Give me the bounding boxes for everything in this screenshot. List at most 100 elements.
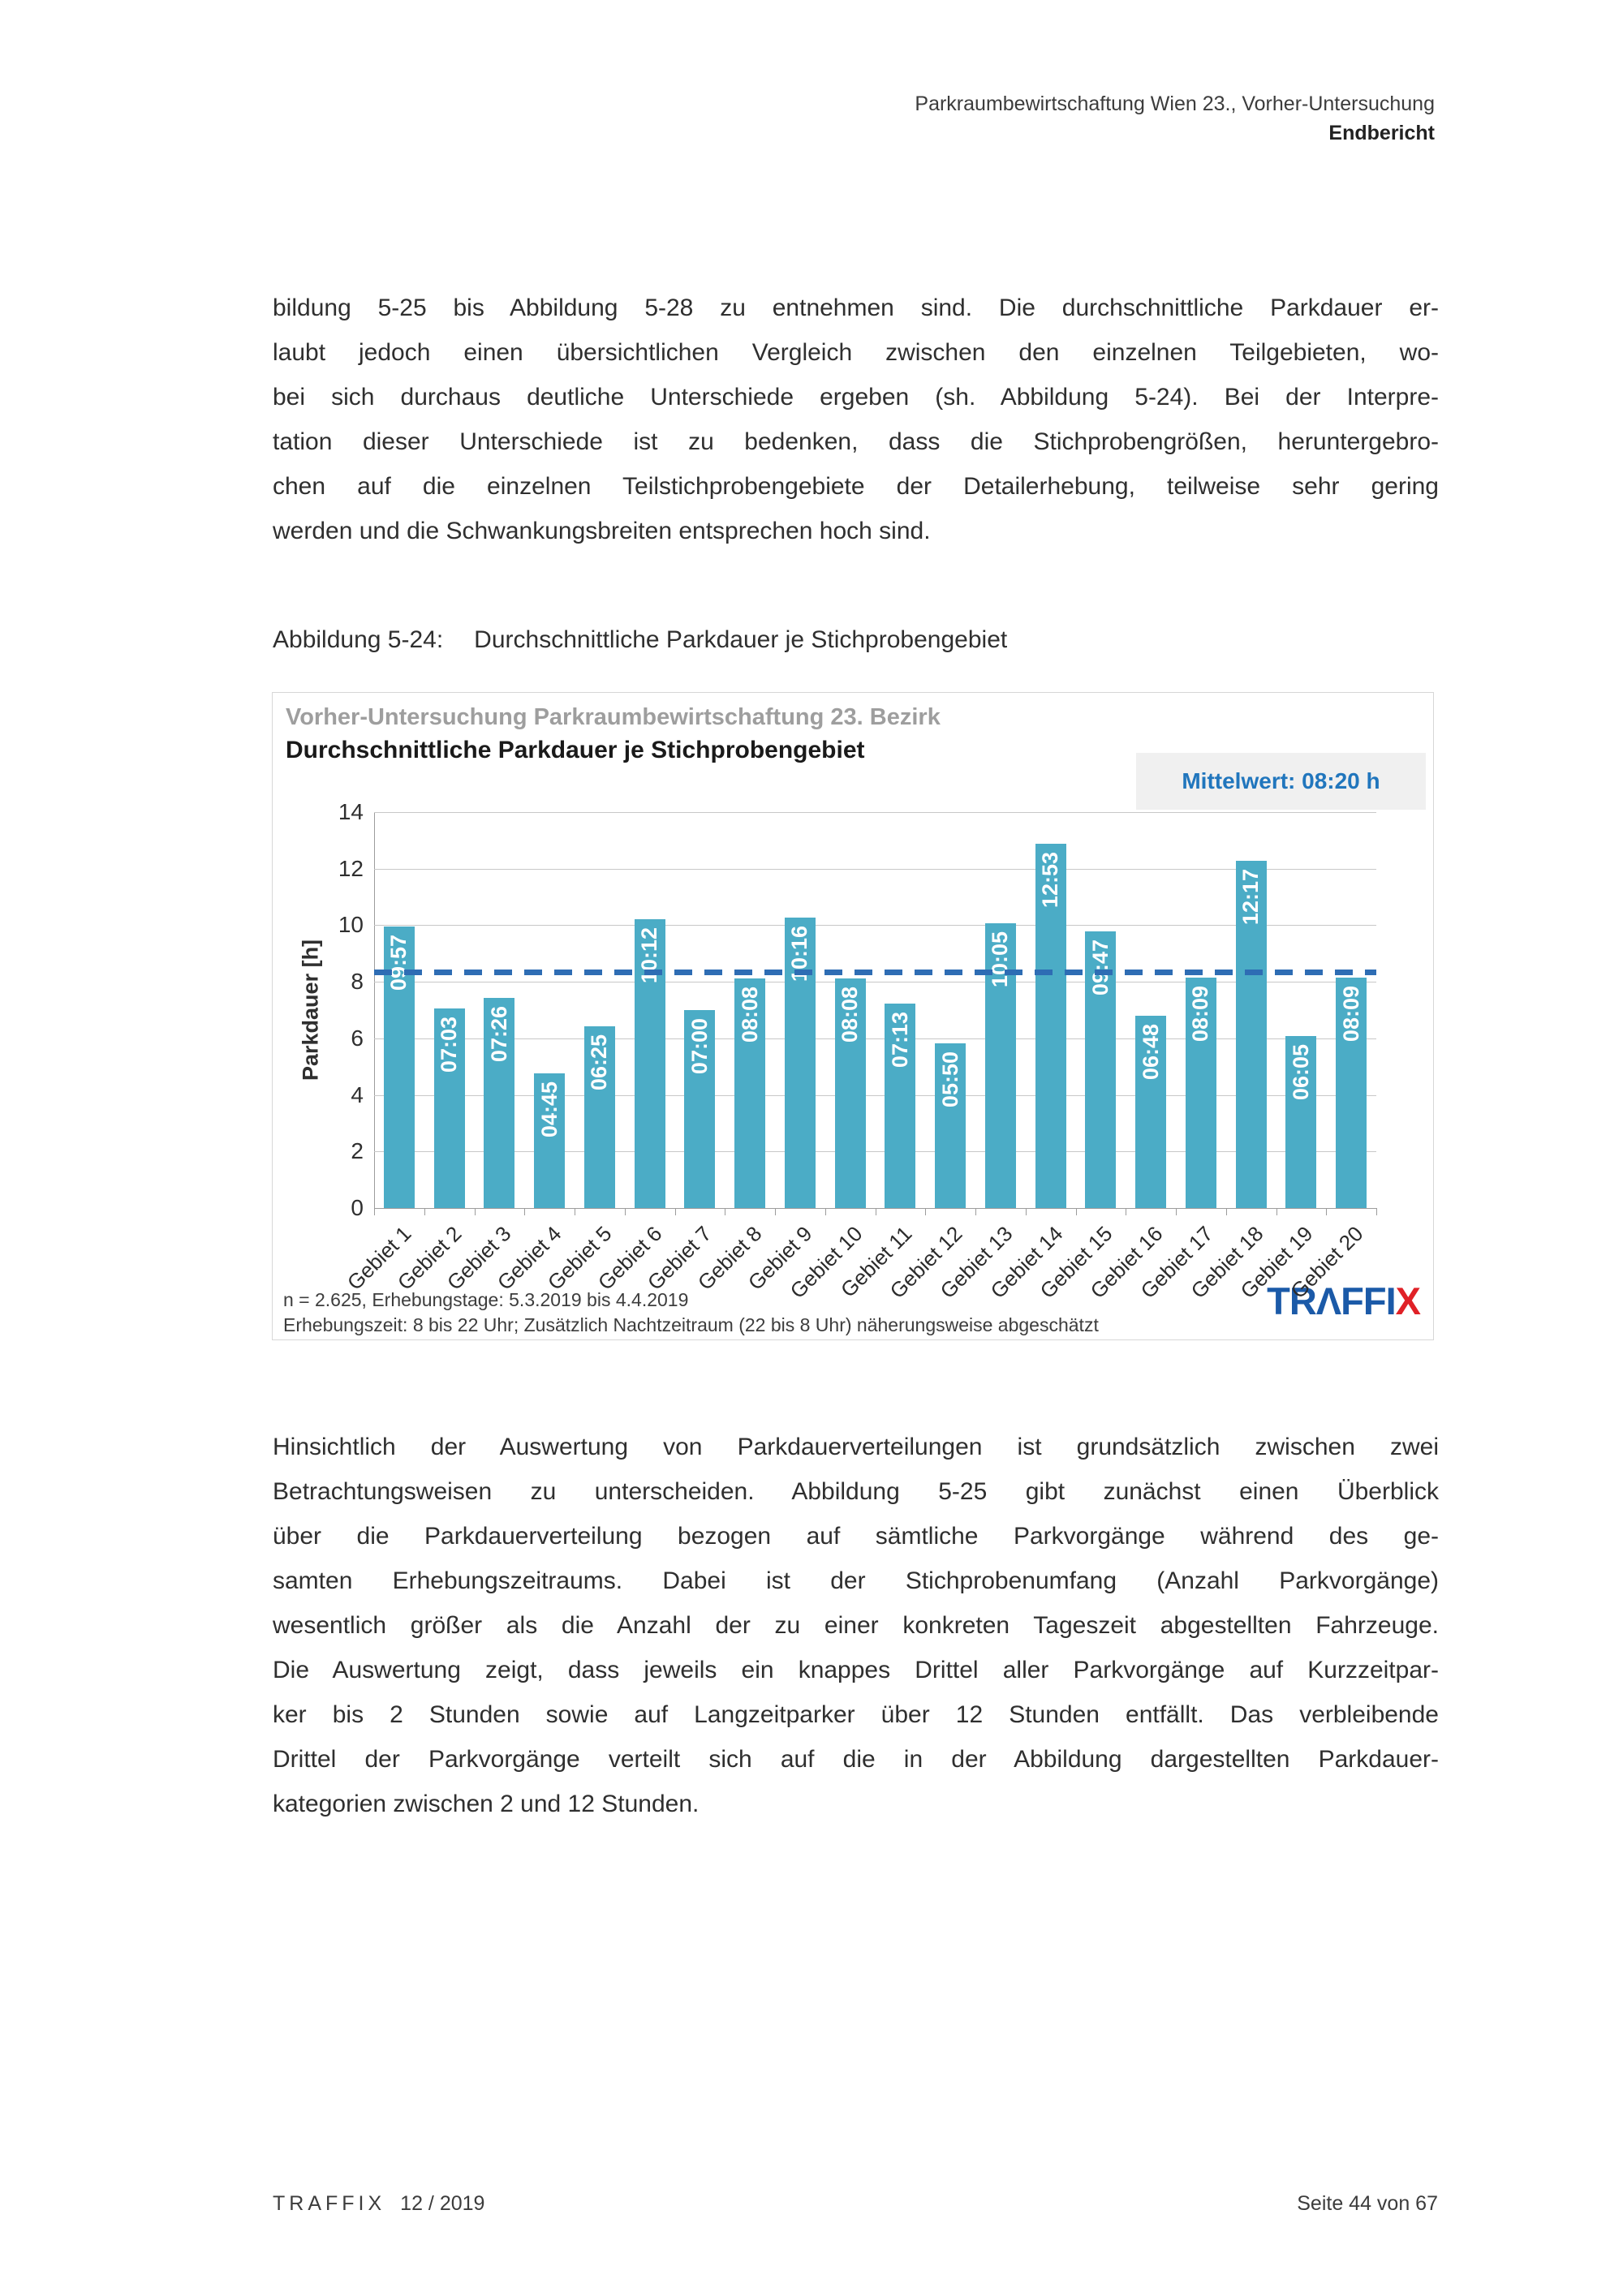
bar-value-label: 04:45	[536, 1081, 562, 1138]
gridline	[374, 812, 1376, 813]
page-footer: TRAFFIX 12 / 2019 Seite 44 von 67	[273, 2192, 1438, 2216]
gridline	[374, 868, 1376, 870]
header-line-1: Parkraumbewirtschaftung Wien 23., Vorher…	[915, 92, 1435, 115]
bar-value-label: 10:12	[637, 927, 662, 984]
paragraph-line: Die Auswertung zeigt, dass jeweils ein k…	[273, 1657, 1439, 1683]
x-tick-mark	[674, 1209, 676, 1215]
y-tick-label: 8	[351, 969, 364, 995]
bar-value-label: 07:13	[887, 1012, 912, 1068]
y-tick-label: 2	[351, 1138, 364, 1164]
x-tick-mark	[1025, 1209, 1027, 1215]
plot-area: 09:57 07:03 07:26 04:45 06:25 10:12 07:00 08:08…	[374, 812, 1376, 1208]
y-tick-label: 4	[351, 1081, 364, 1107]
x-tick-mark	[1225, 1209, 1227, 1215]
bar-value-label: 07:00	[687, 1018, 712, 1075]
bar-gebiet-10: 08:08	[834, 978, 866, 1208]
bar-value-label: 12:17	[1238, 868, 1264, 926]
header-line-2: Endbericht	[1328, 122, 1435, 144]
bar-gebiet-3: 07:26	[484, 998, 515, 1208]
x-tick-mark	[975, 1209, 976, 1215]
paragraph-1: bildung 5-25 bis Abbildung 5-28 zu entne…	[273, 286, 1439, 553]
y-tick-label: 14	[338, 799, 364, 824]
traffix-logo-blue: TRΛFFI	[1267, 1279, 1396, 1322]
x-tick-mark	[1276, 1209, 1277, 1215]
y-axis-line	[374, 812, 375, 1215]
x-tick-mark	[775, 1209, 776, 1215]
gridline	[374, 1038, 1376, 1039]
chart-suptitle: Vorher-Untersuchung Parkraumbewirtschaft…	[286, 704, 941, 730]
chart-figure: Vorher-Untersuchung Parkraumbewirtschaft…	[272, 692, 1434, 1340]
bar-gebiet-12: 05:50	[935, 1043, 966, 1208]
y-tick-label: 12	[338, 855, 364, 881]
bar-gebiet-11: 07:13	[885, 1004, 916, 1208]
x-tick-mark	[925, 1209, 927, 1215]
bar-gebiet-5: 06:25	[583, 1026, 615, 1208]
paragraph-line: Betrachtungsweisen zu unterscheiden. Abb…	[273, 1478, 1439, 1505]
bar-value-label: 12:53	[1038, 852, 1063, 909]
bar-gebiet-13: 10:05	[984, 922, 1016, 1208]
paragraph-line: werden und die Schwankungsbreiten entspr…	[273, 518, 931, 544]
paragraph-line: chen auf die einzelnen Teilstichprobenge…	[273, 473, 1439, 500]
bar-value-label: 09:47	[1087, 939, 1113, 996]
bar-value-label: 05:50	[937, 1051, 962, 1107]
figure-caption-text: Durchschnittliche Parkdauer je Stichprob…	[474, 626, 1008, 653]
bar-value-label: 06:25	[587, 1034, 612, 1091]
x-tick-mark	[1326, 1209, 1328, 1215]
bar-value-label: 09:57	[386, 935, 411, 991]
bar-value-label: 07:26	[486, 1006, 511, 1063]
x-tick-mark	[624, 1209, 626, 1215]
bar-value-label: 08:08	[837, 986, 863, 1043]
bar-gebiet-8: 08:08	[734, 978, 766, 1208]
bar-gebiet-17: 08:09	[1185, 977, 1216, 1208]
paragraph-line: bildung 5-25 bis Abbildung 5-28 zu entne…	[273, 295, 1439, 321]
traffix-logo-red: X	[1395, 1279, 1421, 1322]
traffix-logo: TRΛFFIX	[1267, 1279, 1421, 1322]
bar-value-label: 07:03	[437, 1017, 462, 1073]
x-axis-line	[374, 1208, 1377, 1209]
paragraph-line: laubt jedoch einen übersichtlichen Vergl…	[273, 339, 1439, 366]
paragraph-line: Drittel der Parkvorgänge verteilt sich a…	[273, 1746, 1439, 1773]
x-tick-mark	[424, 1209, 425, 1215]
chart-footnote-2: Erhebungszeit: 8 bis 22 Uhr; Zusätzlich …	[283, 1314, 1099, 1335]
paragraph-line: Hinsichtlich der Auswertung von Parkdaue…	[273, 1434, 1439, 1460]
x-tick-mark	[1075, 1209, 1077, 1215]
footer-page-number: Seite 44 von 67	[1297, 2192, 1438, 2215]
bar-gebiet-19: 06:05	[1285, 1036, 1317, 1208]
page-header: Parkraumbewirtschaftung Wien 23., Vorher…	[915, 89, 1435, 148]
paragraph-line: bei sich durchaus deutliche Unterschiede…	[273, 384, 1439, 411]
paragraph-line: tation dieser Unterschiede ist zu bedenk…	[273, 428, 1439, 455]
bar-gebiet-7: 07:00	[684, 1010, 716, 1208]
figure-caption-label: Abbildung 5-24:	[273, 626, 444, 653]
bar-gebiet-4: 04:45	[534, 1073, 566, 1208]
mean-line	[374, 969, 1376, 975]
x-tick-mark	[1176, 1209, 1177, 1215]
gridline	[374, 925, 1376, 927]
bar-gebiet-9: 10:16	[784, 918, 816, 1208]
figure-caption: Abbildung 5-24: Durchschnittliche Parkdau…	[273, 626, 1007, 654]
bar-gebiet-18: 12:17	[1235, 860, 1267, 1208]
mean-value-badge: Mittelwert: 08:20 h	[1136, 753, 1426, 810]
bar-gebiet-15: 09:47	[1085, 931, 1117, 1208]
bar-gebiet-14: 12:53	[1035, 844, 1066, 1208]
y-tick-label: 10	[338, 912, 364, 938]
chart-footnote-1: n = 2.625, Erhebungstage: 5.3.2019 bis 4…	[283, 1289, 689, 1310]
chart-title: Durchschnittliche Parkdauer je Stichprob…	[286, 737, 865, 763]
x-tick-mark	[474, 1209, 476, 1215]
bar-gebiet-16: 06:48	[1135, 1015, 1167, 1208]
x-tick-mark	[524, 1209, 526, 1215]
paragraph-line: über die Parkdauerverteilung bezogen auf…	[273, 1523, 1439, 1550]
bar-gebiet-6: 10:12	[634, 919, 665, 1208]
paragraph-2: Hinsichtlich der Auswertung von Parkdaue…	[273, 1425, 1439, 1826]
footer-date: 12 / 2019	[400, 2192, 485, 2215]
bar-value-label: 10:05	[988, 931, 1013, 987]
footer-brand: TRAFFIX	[273, 2192, 386, 2215]
bar-value-label: 08:09	[1338, 985, 1363, 1042]
y-tick-label: 0	[351, 1195, 364, 1220]
x-tick-mark	[824, 1209, 826, 1215]
x-tick-mark	[374, 1209, 375, 1215]
bar-value-label: 08:09	[1188, 985, 1213, 1042]
gridline	[374, 1151, 1376, 1153]
y-tick-label: 6	[351, 1025, 364, 1051]
bar-value-label: 06:48	[1138, 1023, 1163, 1081]
